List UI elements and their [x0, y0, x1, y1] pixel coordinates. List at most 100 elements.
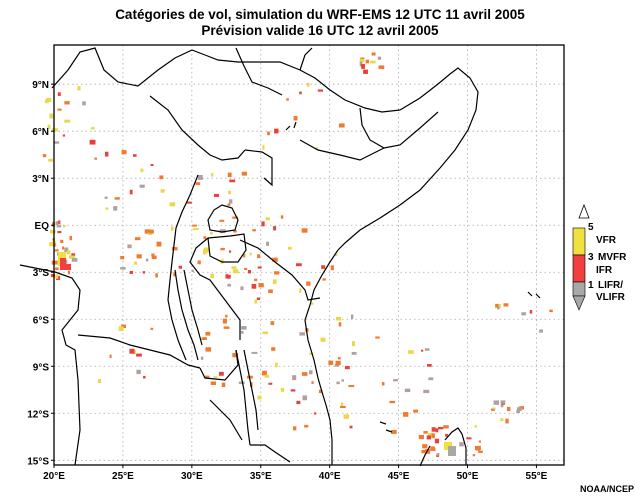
- forecast-speck: [121, 150, 127, 155]
- forecast-speck: [261, 221, 265, 227]
- forecast-speck: [418, 434, 424, 440]
- forecast-speck: [150, 327, 154, 330]
- lat-tick-label: EQ: [35, 221, 50, 232]
- forecast-speck: [205, 347, 212, 352]
- forecast-speck: [94, 157, 98, 160]
- forecast-speck: [57, 92, 61, 96]
- forecast-speck: [62, 134, 66, 137]
- forecast-speck: [363, 69, 368, 74]
- forecast-speck: [213, 376, 218, 379]
- forecast-speck: [118, 326, 124, 332]
- forecast-speck: [423, 389, 430, 394]
- forecast-speck: [292, 375, 297, 381]
- forecast-speck: [64, 101, 70, 105]
- forecast-speck: [57, 231, 62, 234]
- forecast-speck: [402, 412, 409, 417]
- forecast-specks: [42, 52, 553, 457]
- forecast-speck: [62, 225, 66, 228]
- forecast-speck: [421, 449, 427, 454]
- forecast-speck: [474, 445, 481, 451]
- forecast-speck: [521, 312, 527, 316]
- lon-tick-label: 30°E: [181, 471, 203, 482]
- forecast-speck: [203, 236, 207, 240]
- forecast-speck: [249, 252, 252, 256]
- forecast-speck: [140, 168, 144, 172]
- forecast-speck: [261, 372, 267, 375]
- forecast-speck: [344, 366, 350, 370]
- forecast-speck: [496, 306, 500, 310]
- forecast-speck: [169, 202, 174, 207]
- forecast-speck: [466, 437, 472, 440]
- forecast-speck: [328, 360, 334, 365]
- forecast-speck: [136, 369, 141, 375]
- forecast-speck: [270, 321, 275, 326]
- forecast-speck: [335, 360, 341, 366]
- legend-swatch-vfr: [572, 227, 586, 256]
- forecast-speck: [210, 232, 213, 235]
- forecast-speck: [320, 337, 326, 342]
- legend-label-vlifr: VLIFR: [596, 292, 626, 303]
- forecast-speck: [290, 389, 296, 392]
- forecast-speck: [309, 352, 314, 356]
- forecast-speck: [431, 433, 435, 439]
- forecast-speck: [55, 221, 59, 225]
- forecast-speck: [361, 63, 365, 69]
- forecast-speck: [142, 271, 146, 274]
- forecast-speck: [54, 249, 59, 252]
- forecast-speck: [267, 131, 270, 136]
- forecast-speck: [220, 259, 224, 264]
- forecast-speck: [492, 407, 496, 410]
- forecast-speck: [436, 454, 440, 457]
- forecast-speck: [434, 438, 440, 444]
- forecast-speck: [302, 395, 308, 401]
- forecast-speck: [254, 299, 258, 304]
- forecast-speck: [66, 250, 71, 255]
- forecast-speck: [201, 337, 207, 341]
- forecast-speck: [336, 381, 340, 385]
- forecast-speck: [428, 377, 434, 381]
- forecast-speck: [413, 409, 419, 413]
- forecast-speck: [129, 189, 133, 195]
- forecast-speck: [503, 303, 509, 307]
- forecast-speck: [155, 273, 158, 278]
- forecast-speck: [318, 389, 323, 394]
- forecast-speck: [335, 316, 342, 321]
- forecast-speck: [218, 371, 224, 376]
- forecast-speck: [151, 255, 157, 260]
- lon-tick-label: 55°E: [526, 471, 548, 482]
- legend-label-lifr: LIFR/: [598, 280, 623, 291]
- forecast-blob: [448, 446, 456, 456]
- forecast-speck: [50, 273, 55, 278]
- forecast-speck: [105, 151, 109, 157]
- forecast-speck: [334, 364, 340, 367]
- lat-lon-grid: [53, 45, 564, 465]
- forecast-speck: [422, 444, 428, 449]
- forecast-speck: [265, 217, 271, 221]
- forecast-speck: [105, 207, 109, 210]
- forecast-speck: [227, 203, 231, 206]
- forecast-speck: [69, 235, 73, 241]
- forecast-speck: [133, 261, 138, 265]
- forecast-speck: [506, 406, 511, 412]
- lon-tick-label: 50°E: [457, 471, 479, 482]
- forecast-speck: [55, 267, 59, 271]
- forecast-speck: [197, 260, 201, 265]
- forecast-speck: [428, 432, 434, 437]
- forecast-speck: [228, 199, 233, 204]
- forecast-speck: [495, 303, 499, 308]
- forecast-speck: [430, 448, 436, 451]
- forecast-speck: [310, 302, 314, 305]
- forecast-speck: [472, 454, 476, 457]
- forecast-speck: [275, 362, 278, 368]
- forecast-speck: [459, 442, 464, 447]
- forecast-speck: [474, 425, 477, 428]
- forecast-speck: [343, 414, 350, 419]
- forecast-speck: [389, 400, 396, 404]
- forecast-speck: [296, 400, 301, 405]
- forecast-speck: [334, 253, 338, 256]
- forecast-speck: [71, 253, 76, 256]
- forecast-speck: [424, 348, 430, 351]
- forecast-speck: [274, 128, 279, 134]
- forecast-speck: [67, 270, 71, 275]
- forecast-speck: [299, 91, 302, 95]
